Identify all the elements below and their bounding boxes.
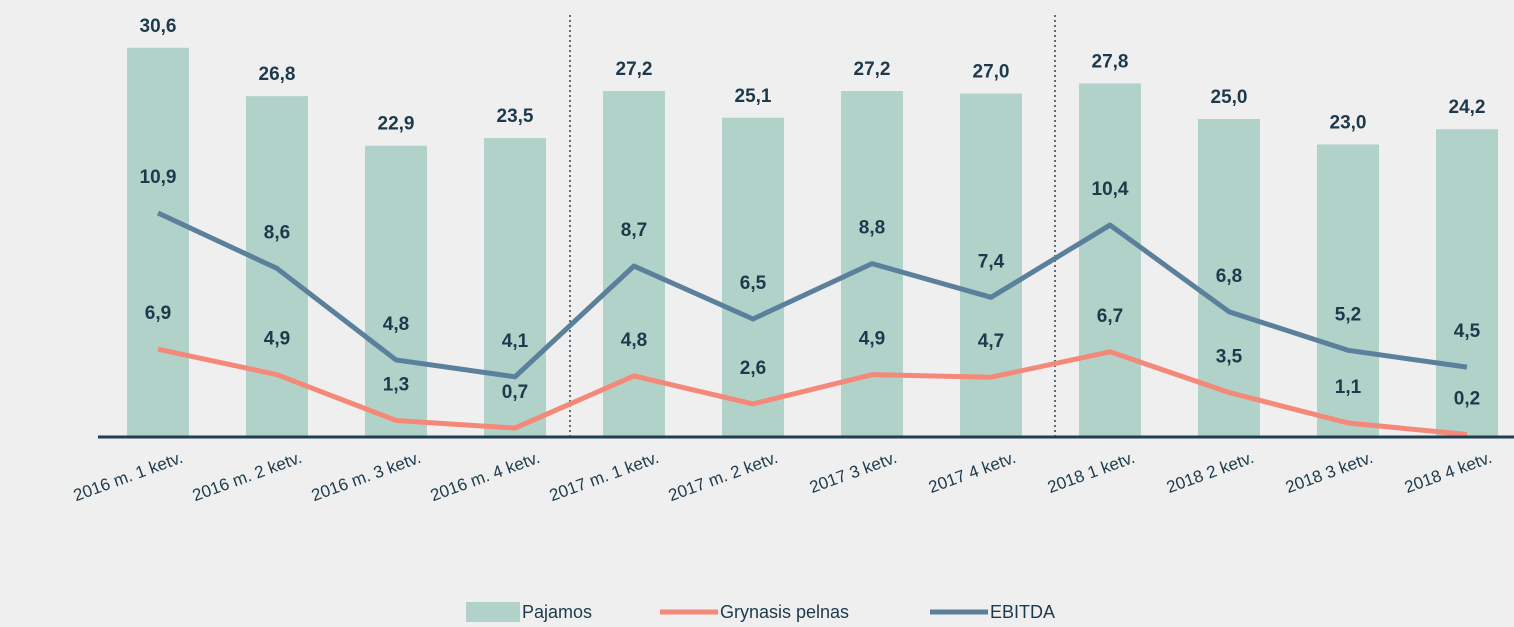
data-label: 23,0	[1330, 112, 1367, 133]
data-label: 23,5	[497, 106, 534, 127]
x-tick-label: 2018 1 ketv.	[1045, 448, 1137, 497]
data-label: 1,1	[1335, 377, 1362, 398]
data-label: 6,8	[1216, 266, 1242, 287]
data-label: 30,6	[140, 16, 177, 37]
data-label: 6,7	[1097, 306, 1123, 327]
x-tick-label: 2016 m. 2 ketv.	[190, 448, 305, 505]
data-label: 4,9	[264, 329, 290, 350]
data-label: 5,2	[1335, 304, 1361, 325]
line	[156, 210, 1468, 380]
data-label: 10,9	[140, 167, 177, 188]
data-label: 26,8	[259, 64, 296, 85]
legend-label: Pajamos	[522, 602, 592, 622]
data-label: 0,2	[1454, 388, 1480, 409]
data-label: 22,9	[378, 114, 415, 135]
data-label: 3,5	[1216, 346, 1243, 367]
x-tick-label: 2018 2 ketv.	[1164, 448, 1256, 497]
data-label: 7,4	[978, 251, 1005, 272]
x-tick-label: 2017 3 ketv.	[807, 448, 899, 497]
bar	[722, 117, 784, 438]
data-label: 10,4	[1092, 179, 1129, 200]
x-tick-label: 2016 m. 3 ketv.	[309, 448, 424, 505]
data-label: 4,5	[1454, 321, 1481, 342]
data-label: 4,7	[978, 331, 1004, 352]
bar	[127, 47, 189, 438]
bar	[960, 93, 1022, 437]
x-tick-label: 2018 3 ketv.	[1283, 448, 1375, 497]
data-label: 6,5	[740, 273, 767, 294]
data-label: 8,6	[264, 222, 290, 243]
line	[157, 346, 1468, 437]
x-tick-label: 2016 m. 4 ketv.	[428, 448, 543, 505]
data-label: 27,8	[1092, 51, 1129, 72]
data-label: 27,2	[616, 59, 653, 80]
legend-label: EBITDA	[990, 602, 1055, 622]
data-label: 27,2	[854, 59, 891, 80]
x-tick-label: 2018 4 ketv.	[1402, 448, 1494, 497]
legend-label: Grynasis pelnas	[720, 602, 849, 622]
data-label: 4,8	[383, 314, 409, 335]
x-tick-label: 2016 m. 1 ketv.	[71, 448, 186, 505]
legend-swatch	[466, 602, 520, 622]
x-tick-label: 2017 m. 1 ketv.	[547, 448, 662, 505]
data-label: 1,3	[383, 374, 409, 395]
bar	[484, 138, 546, 437]
data-label: 25,1	[735, 86, 772, 107]
bar	[1079, 83, 1141, 437]
data-label: 8,7	[621, 220, 647, 241]
data-label: 2,6	[740, 358, 766, 379]
bar	[365, 145, 427, 437]
x-tick-label: 2017 4 ketv.	[926, 448, 1018, 497]
data-label: 4,8	[621, 330, 647, 351]
data-label: 4,1	[502, 331, 529, 352]
data-label: 0,7	[502, 382, 528, 403]
bar	[1317, 144, 1379, 437]
x-tick-label: 2017 m. 2 ketv.	[666, 448, 781, 505]
data-label: 4,9	[859, 329, 885, 350]
data-label: 25,0	[1211, 87, 1248, 108]
data-label: 24,2	[1449, 97, 1486, 118]
data-label: 27,0	[973, 62, 1010, 83]
data-label: 8,8	[859, 218, 885, 239]
data-label: 6,9	[145, 303, 171, 324]
bar	[1436, 129, 1498, 438]
